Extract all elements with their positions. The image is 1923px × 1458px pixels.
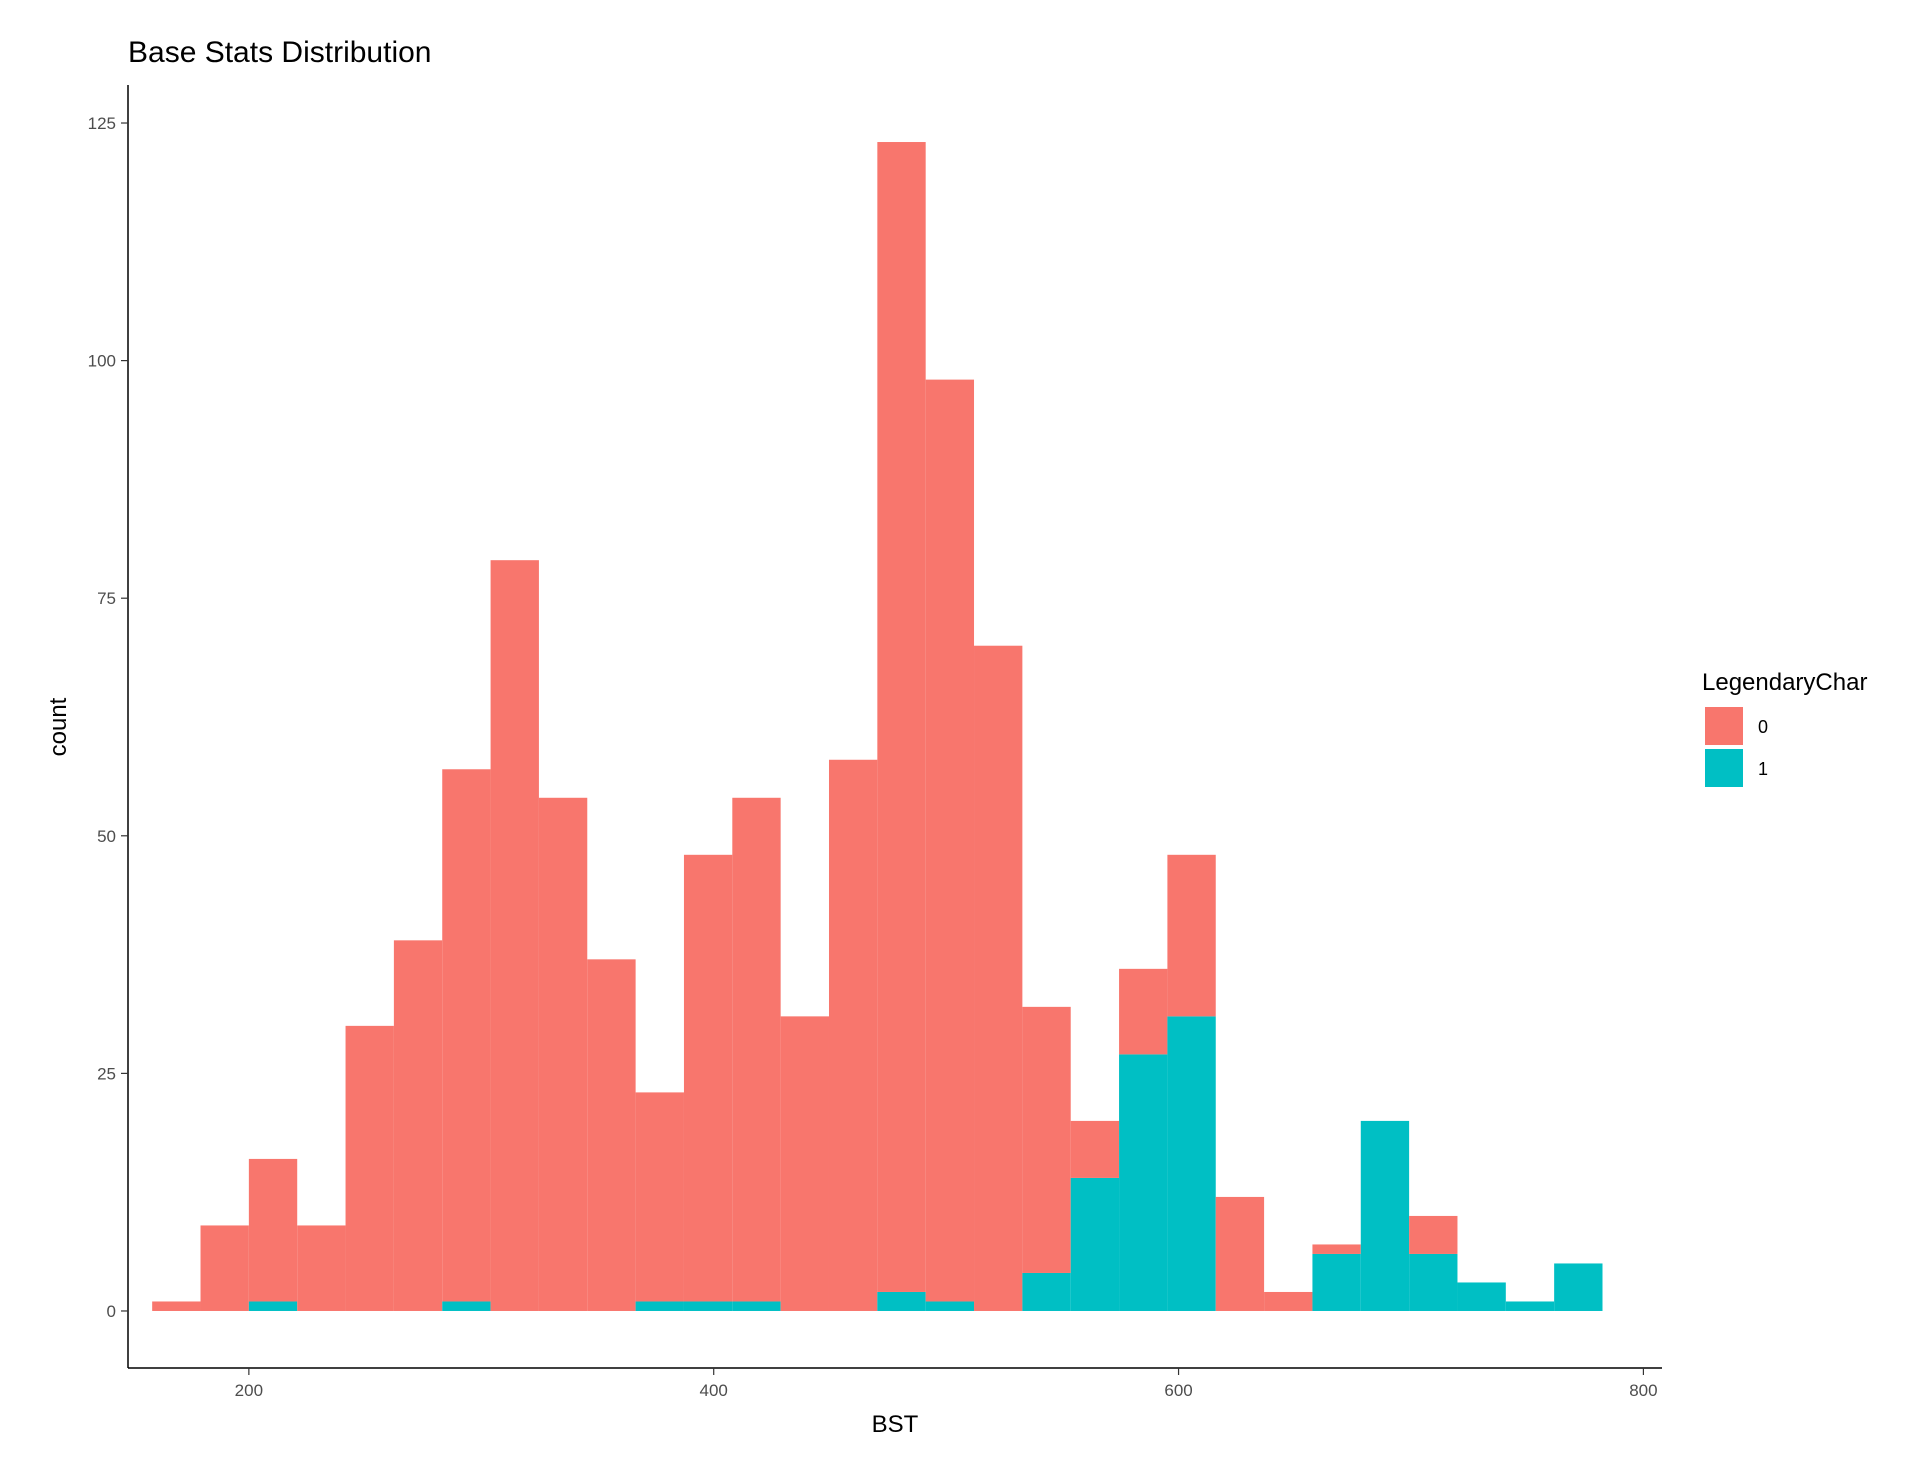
bar-series0-bin-26 — [1409, 1215, 1458, 1254]
bar-series1-bin-20 — [1119, 1054, 1168, 1311]
bar-series0-bin-2 — [248, 1158, 298, 1302]
chart-title: Base Stats Distribution — [128, 36, 431, 69]
legend-label-0: 0 — [1758, 717, 1768, 737]
bar-series0-bin-23 — [1264, 1291, 1313, 1311]
x-ticks-group: 200 400 600 800 — [235, 1368, 1658, 1400]
legend: LegendaryChar 0 1 — [1702, 669, 1867, 787]
bar-series1-bin-27 — [1457, 1282, 1506, 1311]
bar-series1-bin-12 — [732, 1301, 781, 1311]
legend-key-1 — [1705, 749, 1743, 787]
bar-series1-bin-29 — [1554, 1263, 1603, 1311]
bar-series0-bin-22 — [1215, 1196, 1265, 1311]
x-tick-label: 600 — [1164, 1381, 1192, 1400]
bar-series0-bin-3 — [297, 1225, 346, 1311]
bar-series1-bin-19 — [1070, 1177, 1120, 1311]
bar-series0-bin-14 — [828, 759, 878, 1311]
bar-series0-bin-16 — [925, 379, 975, 1302]
bar-series0-bin-0 — [152, 1301, 201, 1311]
bar-series0-bin-10 — [635, 1092, 684, 1302]
bar-series1-bin-24 — [1312, 1253, 1361, 1311]
y-tick-label: 0 — [107, 1302, 116, 1321]
bar-series1-bin-21 — [1167, 1016, 1216, 1311]
bar-series0-bin-18 — [1022, 1006, 1071, 1273]
bar-series1-bin-2 — [248, 1301, 298, 1311]
bars-group — [152, 142, 1603, 1311]
bar-series1-bin-6 — [442, 1301, 491, 1311]
bar-series1-bin-26 — [1409, 1253, 1458, 1311]
bar-series0-bin-12 — [732, 797, 781, 1302]
legend-title: LegendaryChar — [1702, 669, 1867, 696]
x-tick-label: 400 — [700, 1381, 728, 1400]
bar-series0-bin-24 — [1312, 1244, 1361, 1254]
bar-series1-bin-11 — [683, 1301, 733, 1311]
bar-series1-bin-15 — [877, 1291, 926, 1311]
bar-series0-bin-7 — [490, 560, 539, 1311]
bar-series0-bin-21 — [1167, 854, 1216, 1017]
y-tick-label: 25 — [97, 1064, 116, 1083]
bar-series0-bin-8 — [538, 797, 588, 1311]
bar-series0-bin-9 — [587, 959, 636, 1311]
bar-series1-bin-10 — [635, 1301, 684, 1311]
bar-series1-bin-25 — [1360, 1120, 1410, 1311]
bar-series0-bin-6 — [442, 769, 491, 1302]
bar-series0-bin-20 — [1119, 968, 1168, 1055]
x-tick-label: 800 — [1629, 1381, 1657, 1400]
bar-series0-bin-17 — [974, 645, 1023, 1311]
y-tick-label: 75 — [97, 589, 116, 608]
bar-series1-bin-18 — [1022, 1272, 1071, 1311]
y-tick-label: 100 — [88, 352, 116, 371]
y-tick-label: 125 — [88, 114, 116, 133]
bar-series0-bin-19 — [1070, 1120, 1120, 1178]
bar-series0-bin-1 — [200, 1225, 249, 1311]
y-ticks-group: 0 25 50 75 100 125 — [88, 114, 128, 1321]
x-tick-label: 200 — [235, 1381, 263, 1400]
bar-series0-bin-11 — [683, 854, 733, 1302]
x-axis-title: BST — [872, 1411, 919, 1438]
bar-series0-bin-13 — [780, 1016, 829, 1311]
bar-series1-bin-16 — [925, 1301, 975, 1311]
bar-series0-bin-15 — [877, 142, 926, 1292]
legend-key-0 — [1705, 707, 1743, 745]
y-tick-label: 50 — [97, 827, 116, 846]
bar-series0-bin-5 — [393, 940, 443, 1311]
bar-series1-bin-28 — [1505, 1301, 1555, 1311]
legend-label-1: 1 — [1758, 759, 1768, 779]
bar-series0-bin-4 — [345, 1025, 394, 1311]
y-axis-title: count — [45, 697, 72, 756]
